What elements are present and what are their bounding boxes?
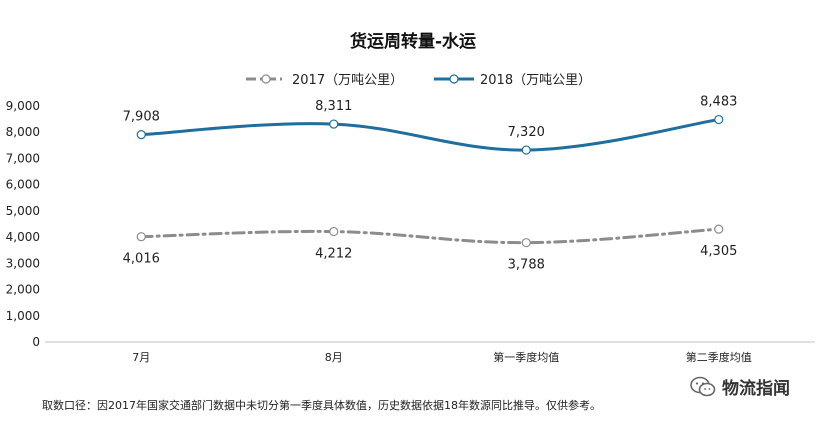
legend-item-2018: 2018（万吨公里）: [434, 73, 591, 88]
y-tick-label: 5,000: [6, 204, 40, 218]
y-tick-label: 2,000: [6, 283, 40, 297]
y-axis-ticks: 0 1,000 2,000 3,000 4,000 5,000 6,000 7,000 8,00…: [6, 99, 40, 349]
y-tick-label: 4,000: [6, 230, 40, 244]
y-tick-label: 1,000: [6, 309, 40, 323]
data-point: [521, 145, 531, 155]
y-tick-label: 8,000: [6, 125, 40, 139]
series-layer: 4,016 4,212 3,788 4,305 7,908 8,311 7,320 8,483: [123, 95, 738, 273]
data-point: [329, 119, 339, 129]
x-tick-label: 7月: [132, 351, 150, 364]
watermark: 物流指闻: [690, 374, 790, 399]
legend-label-2018: 2018（万吨公里）: [480, 73, 591, 88]
data-point: [714, 114, 724, 125]
data-label: 4,305: [700, 244, 737, 259]
series-2018: 7,908 8,311 7,320 8,483: [123, 95, 737, 155]
data-point: [136, 232, 146, 242]
data-label: 3,788: [508, 258, 545, 273]
x-tick-label: 第二季度均值: [686, 350, 752, 364]
data-label: 4,212: [315, 247, 352, 262]
data-point: [329, 226, 339, 237]
legend-marker-2018: [449, 74, 459, 84]
y-tick-label: 6,000: [6, 178, 40, 192]
x-axis-labels: 7月 8月 第一季度均值 第二季度均值: [132, 350, 752, 364]
chart-title: 货运周转量-水运: [350, 31, 476, 52]
data-label: 7,320: [508, 125, 545, 140]
watermark-text: 物流指闻: [722, 379, 790, 399]
legend-item-2017: 2017（万吨公里）: [246, 73, 403, 88]
y-tick-label: 7,000: [6, 151, 40, 165]
legend-label-2017: 2017（万吨公里）: [292, 73, 403, 88]
data-label: 4,016: [123, 252, 160, 267]
data-label: 8,311: [315, 99, 352, 114]
data-point: [136, 130, 146, 140]
data-label: 8,483: [700, 95, 737, 110]
footnote: 取数口径：因2017年国家交通部门数据中未切分第一季度具体数值，历史数据依据18…: [42, 399, 601, 412]
series-line: [139, 227, 721, 245]
y-tick-label: 0: [32, 335, 40, 349]
data-point: [521, 238, 531, 248]
data-point: [714, 224, 724, 234]
x-tick-label: 8月: [325, 351, 343, 364]
y-tick-label: 9,000: [6, 99, 40, 113]
x-tick-label: 第一季度均值: [493, 350, 559, 364]
series-2017: 4,016 4,212 3,788 4,305: [123, 224, 737, 273]
y-tick-label: 3,000: [6, 256, 40, 270]
series-line: [139, 118, 721, 152]
legend: 2017（万吨公里） 2018（万吨公里）: [246, 73, 591, 88]
wechat-icon: [690, 376, 716, 396]
legend-marker-2017: [261, 74, 271, 84]
data-label: 7,908: [123, 110, 160, 125]
